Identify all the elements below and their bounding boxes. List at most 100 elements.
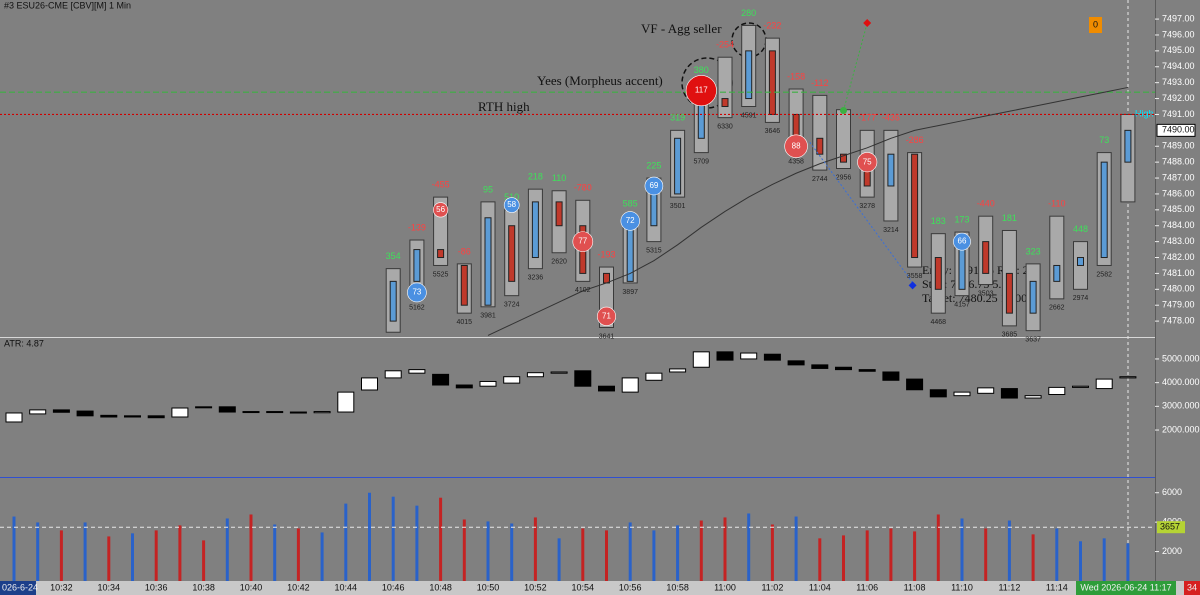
bubble-label: 75	[863, 157, 872, 166]
candle-body	[1029, 280, 1037, 314]
y-tick-label: 7478.00	[1162, 315, 1195, 325]
x-tick-label: 10:42	[287, 582, 310, 592]
y-tick-label: 3000.000	[1162, 401, 1200, 411]
candle-body	[882, 371, 900, 381]
candle-body	[337, 391, 355, 413]
candle-body	[858, 369, 876, 372]
candle-body	[934, 257, 942, 290]
candle-body	[977, 387, 995, 394]
candle-body	[313, 411, 331, 414]
volume-bar	[889, 528, 893, 581]
volume-bar	[36, 522, 40, 581]
delta-label: 354	[386, 251, 401, 261]
delta-label: -286	[906, 135, 924, 145]
volume-total: 2582	[1096, 271, 1112, 278]
candle-body	[835, 366, 852, 371]
y-tick-label: 7488.00	[1162, 157, 1195, 167]
last-price-box	[1156, 123, 1196, 137]
candle-body	[982, 241, 990, 274]
y-tick-label: 7495.00	[1162, 45, 1195, 55]
delta-label: -86	[458, 246, 471, 256]
volume-bar	[12, 516, 16, 581]
order-bubble	[572, 231, 594, 252]
candle-body	[1100, 161, 1108, 259]
volume-bar	[652, 530, 656, 581]
volume-bar	[273, 524, 277, 581]
delta-label: -455	[432, 179, 450, 189]
y-tick-label: 7486.00	[1162, 188, 1195, 198]
moving-average	[487, 86, 1128, 336]
volume-bar	[1055, 528, 1059, 581]
bubble-label: 69	[649, 181, 658, 190]
candle-body	[455, 384, 473, 389]
x-tick-label: 10:36	[145, 582, 168, 592]
volume-bar	[107, 536, 111, 581]
candle-body	[816, 137, 824, 155]
candle-body	[437, 249, 445, 259]
delta-label: 218	[528, 172, 543, 182]
y-tick-label: 5000.000	[1162, 353, 1200, 363]
order-bubble	[503, 197, 520, 213]
volume-bar	[131, 533, 134, 581]
candle-body	[460, 264, 468, 306]
delta-label: -254	[716, 40, 734, 50]
volume-bar	[936, 514, 940, 581]
volume-bar	[1126, 543, 1130, 581]
candle-body	[76, 410, 94, 417]
x-tick-label: 11:12	[998, 582, 1020, 592]
y-tick-label: 2000.000	[1162, 424, 1200, 434]
candle-body	[361, 377, 378, 391]
candle-body	[621, 377, 639, 393]
volume-bar	[984, 528, 988, 581]
volume-total: 3637	[1025, 336, 1041, 343]
chart-title: #3 ESU26-CME [CBV][M] 1 Min	[4, 0, 131, 10]
delta-label: -177	[858, 113, 876, 123]
volume-total: 3897	[622, 289, 638, 296]
trade-stop	[863, 19, 872, 28]
x-tick-label: 10:38	[192, 582, 215, 592]
volume-total: 2662	[1049, 305, 1065, 312]
volume-total: 3646	[765, 128, 781, 135]
candle-body	[124, 415, 141, 418]
candle-body	[432, 373, 450, 386]
cursor-time: Wed 2026-06-24 11:17	[1080, 582, 1171, 592]
candle-body	[721, 98, 729, 108]
candle-body	[384, 370, 402, 379]
order-bubble	[433, 202, 449, 218]
x-tick-label: 11:04	[809, 582, 831, 592]
candle-body	[650, 193, 658, 227]
candle-body	[484, 217, 492, 306]
candle-body	[692, 351, 710, 368]
y-tick-label: 7497.00	[1162, 13, 1195, 23]
candle-body	[768, 50, 776, 115]
delta-label: 110	[552, 173, 566, 183]
delta-label: -110	[1048, 199, 1065, 209]
delta-label: 73	[1099, 135, 1109, 145]
candle-body	[408, 369, 426, 374]
y-tick-label: 7481.00	[1162, 268, 1195, 278]
candle-body	[289, 411, 307, 414]
order-bubble	[620, 211, 640, 231]
volume-bar	[1031, 534, 1035, 581]
candle-body	[218, 406, 236, 413]
volume-bar	[178, 525, 182, 581]
alert-box	[1184, 581, 1200, 595]
candle-body	[550, 371, 568, 374]
candle-body	[716, 351, 734, 361]
annotation: VF - Agg seller	[641, 21, 722, 36]
x-tick-label: 10:32	[50, 582, 73, 592]
candle-body	[911, 153, 919, 259]
volume-bar	[296, 528, 300, 581]
last-price: 7490.00	[1162, 125, 1195, 135]
volume-bar	[628, 522, 632, 581]
volume-total: 4591	[741, 112, 757, 119]
x-tick-label: 11:00	[714, 582, 736, 592]
x-tick-label: 10:50	[477, 582, 500, 592]
order-bubble	[685, 75, 717, 107]
y-tick-label: 7487.00	[1162, 172, 1195, 182]
bubble-label: 56	[436, 205, 445, 214]
delta-label: 95	[483, 184, 493, 194]
volume-total: 3641	[599, 333, 615, 340]
volume-total: 5709	[694, 158, 710, 165]
volume-bar	[59, 530, 63, 581]
